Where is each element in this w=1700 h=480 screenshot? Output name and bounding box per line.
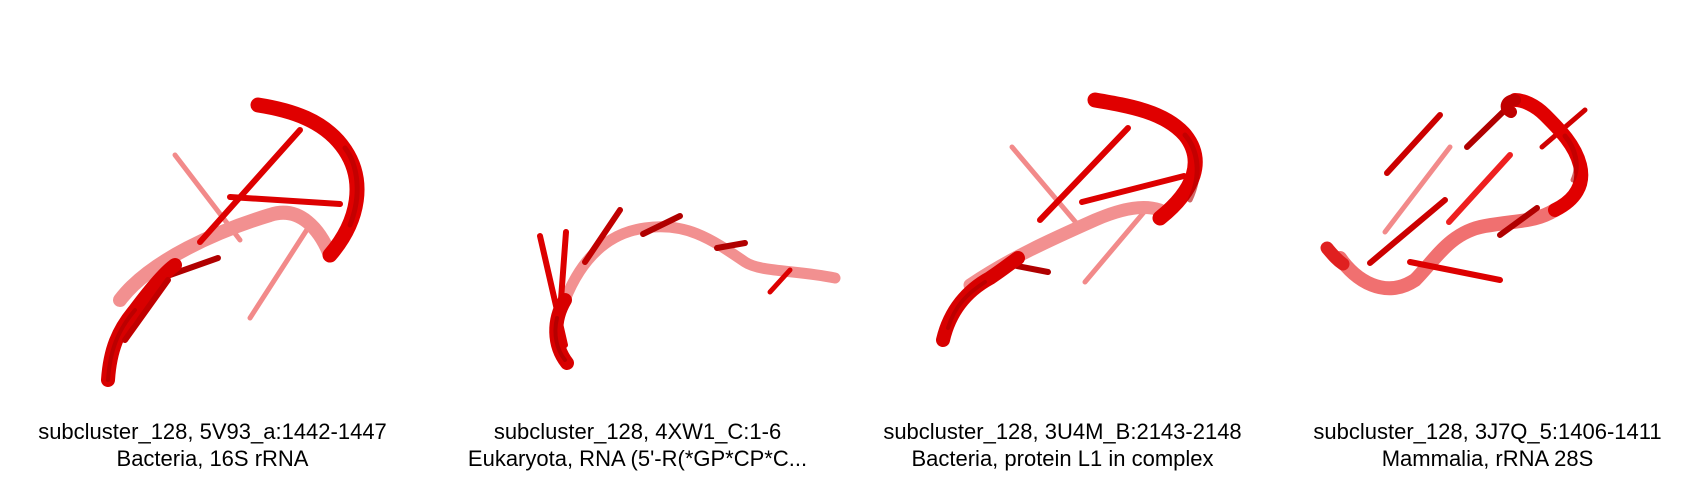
panel-subtitle-3: Bacteria, protein L1 in complex: [911, 446, 1214, 471]
rna-structure-image-1: [101, 97, 365, 387]
rna-structure-image-3: [936, 92, 1203, 347]
structure-panel-1: subcluster_128, 5V93_a:1442-1447 Bacteri…: [0, 0, 425, 480]
panel-title-1: subcluster_128, 5V93_a:1442-1447: [38, 419, 387, 444]
panel-title-2: subcluster_128, 4XW1_C:1-6: [493, 419, 782, 444]
panel-subtitle-2: Eukaryota, RNA (5'-R(*GP*CP*C...: [467, 446, 808, 471]
rna-structure-image-2: [537, 207, 841, 370]
panel-title-4: subcluster_128, 3J7Q_5:1406-1411: [1313, 419, 1662, 444]
structure-panel-2: subcluster_128, 4XW1_C:1-6 Eukaryota, RN…: [425, 0, 850, 480]
panel-subtitle-4: Mammalia, rRNA 28S: [1381, 446, 1594, 471]
panel-title-3: subcluster_128, 3U4M_B:2143-2148: [883, 419, 1242, 444]
panel-subtitle-1: Bacteria, 16S rRNA: [116, 446, 309, 471]
structure-panel-3: subcluster_128, 3U4M_B:2143-2148 Bacteri…: [850, 0, 1275, 480]
rna-structure-image-4: [1320, 93, 1589, 296]
structure-panel-4: subcluster_128, 3J7Q_5:1406-1411 Mammali…: [1275, 0, 1700, 480]
